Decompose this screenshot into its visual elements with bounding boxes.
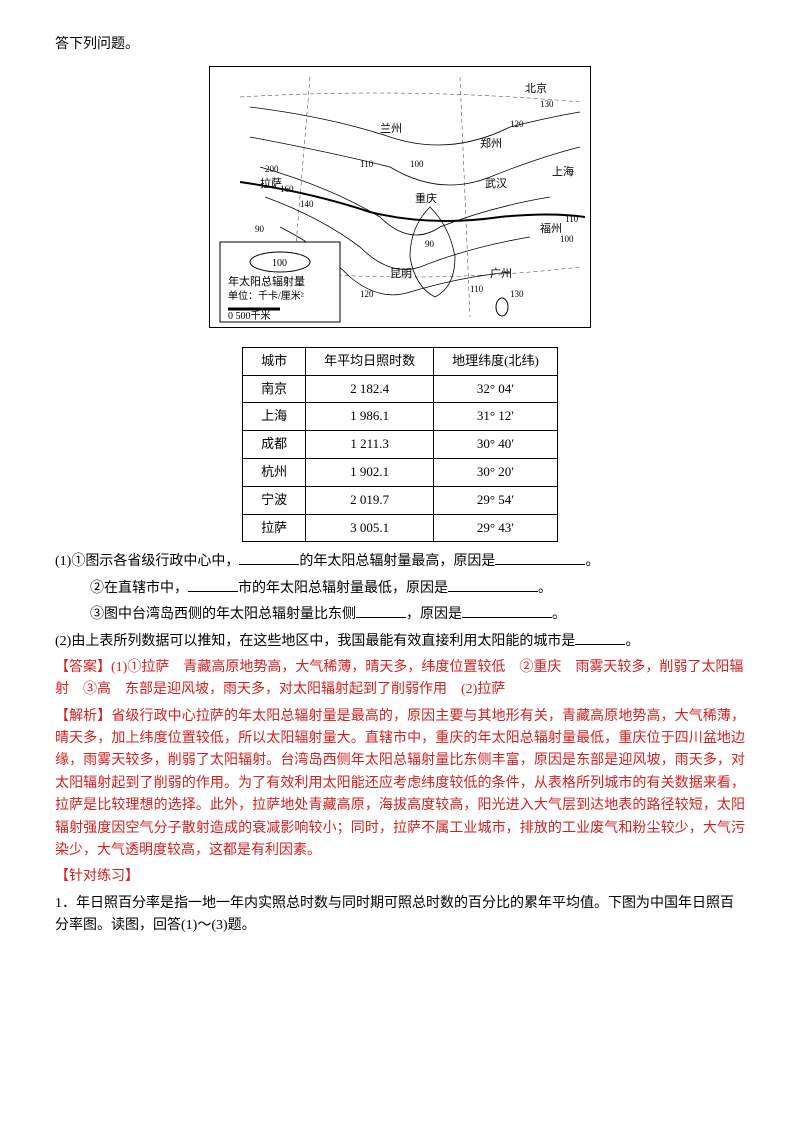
china-radiation-map: 北京 兰州 郑州 拉萨 重庆 武汉 上海 昆明 福州 广州 200 160 14… xyxy=(209,66,591,328)
city-label-kunming: 昆明 xyxy=(390,267,412,280)
svg-text:160: 160 xyxy=(280,184,294,194)
city-sunshine-table: 城市 年平均日照时数 地理纬度(北纬) 南京 2 182.4 32° 04′ 上… xyxy=(242,347,558,543)
svg-text:110: 110 xyxy=(565,214,579,224)
table-row: 南京 2 182.4 32° 04′ xyxy=(243,375,558,403)
th-city: 城市 xyxy=(243,347,306,375)
svg-text:140: 140 xyxy=(300,199,314,209)
table-row: 成都 1 211.3 30° 40′ xyxy=(243,431,558,459)
city-label-lanzhou: 兰州 xyxy=(380,122,402,135)
city-label-guangzhou: 广州 xyxy=(490,267,512,280)
answer-block: 【答案】(1)①拉萨 青藏高原地势高，大气稀薄，晴天多，纬度位置较低 ②重庆 雨… xyxy=(55,657,745,702)
analysis-block: 【解析】省级行政中心拉萨的年太阳总辐射量是最高的，原因主要与其地形有关，青藏高原… xyxy=(55,706,745,863)
table-row: 上海 1 986.1 31° 12′ xyxy=(243,403,558,431)
svg-text:100: 100 xyxy=(560,234,574,244)
question-1a: (1)①图示各省级行政中心中，的年太阳总辐射量最高，原因是。 xyxy=(55,550,745,573)
city-label-shanghai: 上海 xyxy=(552,164,574,178)
table-row: 宁波 2 019.7 29° 54′ xyxy=(243,486,558,514)
practice-label: 【针对练习】 xyxy=(55,866,745,888)
blank xyxy=(188,577,238,592)
table-row: 杭州 1 902.1 30° 20′ xyxy=(243,458,558,486)
analysis-text: 省级行政中心拉萨的年太阳总辐射量是最高的，原因主要与其地形有关，青藏高原地势高，… xyxy=(55,709,745,858)
blank xyxy=(462,603,552,618)
intro-text: 答下列问题。 xyxy=(55,34,745,56)
svg-text:110: 110 xyxy=(360,159,374,169)
legend-contour-value: 100 xyxy=(272,258,287,269)
city-label-lhasa: 拉萨 xyxy=(260,176,282,190)
city-label-beijing: 北京 xyxy=(525,81,547,95)
city-label-wuhan: 武汉 xyxy=(485,177,507,190)
table-header-row: 城市 年平均日照时数 地理纬度(北纬) xyxy=(243,347,558,375)
svg-text:90: 90 xyxy=(425,239,435,249)
question-1b: ②在直辖市中，市的年太阳总辐射量最低，原因是。 xyxy=(55,577,745,600)
city-label-zhengzhou: 郑州 xyxy=(480,136,502,150)
svg-text:200: 200 xyxy=(265,164,279,174)
blank xyxy=(448,577,538,592)
legend-scale: 0 500千米 xyxy=(228,309,271,322)
svg-text:90: 90 xyxy=(255,224,265,234)
map-figure: 北京 兰州 郑州 拉萨 重庆 武汉 上海 昆明 福州 广州 200 160 14… xyxy=(55,66,745,336)
svg-text:130: 130 xyxy=(510,289,524,299)
blank xyxy=(356,603,406,618)
blank xyxy=(239,550,299,565)
city-label-fuzhou: 福州 xyxy=(540,221,562,235)
answer-label: 【答案】 xyxy=(55,660,111,675)
svg-text:130: 130 xyxy=(540,99,554,109)
legend-unit: 单位：千卡/厘米² xyxy=(228,289,304,302)
legend-title: 年太阳总辐射量 xyxy=(228,274,305,288)
th-hours: 年平均日照时数 xyxy=(306,347,434,375)
svg-text:120: 120 xyxy=(360,289,374,299)
question-2: (2)由上表所列数据可以推知，在这些地区中，我国最能有效直接利用太阳能的城市是。 xyxy=(55,630,745,653)
question-1c: ③图中台湾岛西侧的年太阳总辐射量比东侧，原因是。 xyxy=(55,603,745,626)
th-lat: 地理纬度(北纬) xyxy=(434,347,558,375)
blank xyxy=(575,630,625,645)
analysis-label: 【解析】 xyxy=(55,709,111,724)
practice-item-1: 1．年日照百分率是指一地一年内实照总时数与同时期可照总时数的百分比的累年平均值。… xyxy=(55,893,745,938)
blank xyxy=(495,550,585,565)
table-row: 拉萨 3 005.1 29° 43′ xyxy=(243,514,558,542)
svg-text:100: 100 xyxy=(410,159,424,169)
svg-text:120: 120 xyxy=(510,119,524,129)
city-label-chongqing: 重庆 xyxy=(415,191,437,205)
answer-text: (1)①拉萨 青藏高原地势高，大气稀薄，晴天多，纬度位置较低 ②重庆 雨雾天较多… xyxy=(55,660,743,697)
svg-text:110: 110 xyxy=(470,284,484,294)
